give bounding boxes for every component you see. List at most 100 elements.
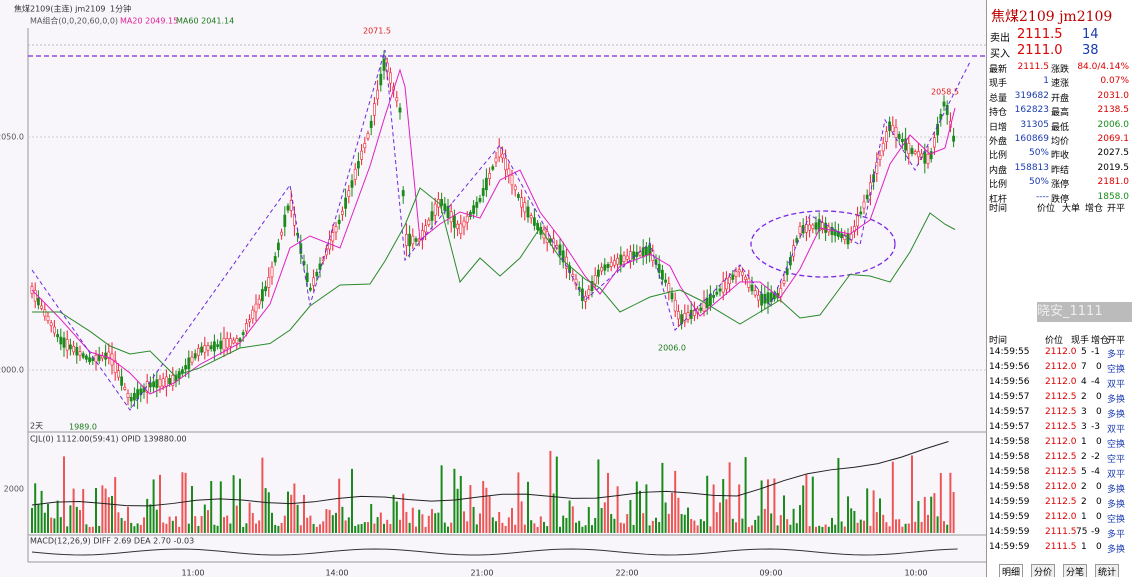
- volume-bar: [363, 522, 366, 533]
- volume-bar: [98, 525, 101, 533]
- volume-bar: [703, 521, 705, 533]
- candle: [718, 288, 722, 292]
- volume-bar: [440, 465, 443, 533]
- tab[interactable]: 分笔: [1063, 564, 1088, 577]
- candle: [276, 242, 280, 251]
- candle: [181, 369, 184, 373]
- quote-value: 0.07%: [1100, 76, 1129, 87]
- volume-bar: [56, 500, 59, 533]
- col-header: 现手: [1071, 336, 1090, 346]
- volume-bar: [491, 517, 494, 533]
- candle: [916, 151, 920, 158]
- candle: [587, 289, 591, 296]
- candle: [260, 289, 264, 302]
- trade-cell: 2: [1081, 452, 1087, 462]
- quote-value: 319682: [1014, 90, 1049, 101]
- volume-bar: [386, 519, 389, 533]
- volume-bar: [95, 488, 97, 533]
- volume-bar: [245, 523, 248, 533]
- candle: [72, 345, 76, 353]
- candle: [235, 338, 239, 344]
- tab[interactable]: 明细: [999, 564, 1024, 577]
- volume-bar: [847, 496, 849, 533]
- trade-cell: 0: [1096, 437, 1102, 447]
- volume-bar: [523, 524, 526, 533]
- volume-bar: [853, 510, 856, 533]
- trade-cell: 2: [1081, 497, 1087, 507]
- volume-bar: [677, 497, 680, 533]
- label: MA组合(0,0,20,60,0,0): [30, 16, 118, 26]
- volume-bar: [184, 472, 187, 533]
- trade-cell: -2: [1091, 452, 1100, 462]
- candle: [670, 292, 674, 300]
- volume-bar: [315, 526, 318, 533]
- candle: [120, 376, 124, 386]
- trade-cell: 多换: [1107, 485, 1126, 495]
- candle: [117, 370, 120, 378]
- trade-cell: 空换: [1107, 515, 1126, 525]
- quote-value: 2019.5: [1097, 162, 1130, 173]
- candle: [286, 205, 290, 211]
- candle: [69, 344, 72, 350]
- candle: [248, 319, 252, 323]
- candle: [85, 355, 88, 360]
- trade-cell: 0: [1096, 362, 1102, 372]
- volume-bar: [88, 526, 91, 533]
- candle: [820, 222, 824, 231]
- volume-bar: [623, 523, 625, 533]
- volume-bar: [651, 520, 654, 533]
- quote-label: 跌停: [1051, 194, 1070, 205]
- tab[interactable]: 统计: [1095, 564, 1120, 577]
- volume-bar: [827, 526, 830, 533]
- candle: [875, 162, 879, 174]
- candle: [548, 238, 552, 243]
- candle: [213, 341, 216, 352]
- side-panel: 焦煤2109 jm2109 卖出 2111.5 14 买入 2111.0 38 最新 2111.…: [986, 0, 1132, 577]
- volume-bar: [722, 479, 725, 533]
- candle: [846, 233, 850, 245]
- volume-bar: [504, 525, 507, 533]
- volume-bar: [341, 506, 344, 533]
- trade-cell: 2112.0: [1045, 482, 1077, 492]
- col-header: 开平: [1107, 336, 1126, 346]
- trade-cell: 2112.5: [1045, 452, 1077, 462]
- candle: [43, 309, 47, 317]
- volume-bar: [533, 523, 536, 533]
- quote-label: 现手: [989, 79, 1008, 90]
- volume-bar: [539, 516, 542, 533]
- trade-cell: 双平: [1107, 380, 1126, 390]
- label: 21:00: [470, 569, 493, 577]
- candle: [222, 337, 226, 351]
- quote-label: 最高: [1051, 108, 1070, 119]
- volume-bar: [146, 498, 149, 533]
- candle: [296, 232, 300, 236]
- trade-cell: 2: [1081, 392, 1087, 402]
- book-size: 14: [1082, 27, 1099, 42]
- volume-bar: [923, 496, 926, 533]
- volume-bar: [290, 494, 293, 533]
- volume-bar: [834, 524, 837, 533]
- volume-bar: [760, 480, 763, 533]
- volume-bar: [629, 499, 632, 533]
- volume-bar: [466, 521, 469, 533]
- candle: [840, 233, 844, 239]
- tab[interactable]: 分价: [1031, 564, 1056, 577]
- volume-bar: [693, 520, 696, 533]
- candle: [782, 280, 786, 284]
- volume-bar: [447, 526, 449, 533]
- volume-bar: [907, 523, 910, 533]
- candle: [155, 379, 159, 388]
- volume-bar: [456, 488, 459, 533]
- volume-bar: [802, 485, 805, 533]
- candle: [254, 303, 258, 313]
- candle: [603, 264, 607, 271]
- trade-cell: 2112.0: [1045, 377, 1077, 387]
- volume-bar: [779, 515, 782, 533]
- candle: [411, 235, 415, 245]
- candle: [619, 254, 623, 265]
- quote-value: 1: [1043, 76, 1049, 87]
- col-header: 时间: [989, 336, 1008, 346]
- macd-line: [31, 548, 958, 556]
- book-size: 38: [1082, 43, 1099, 58]
- volume-bar: [581, 526, 584, 533]
